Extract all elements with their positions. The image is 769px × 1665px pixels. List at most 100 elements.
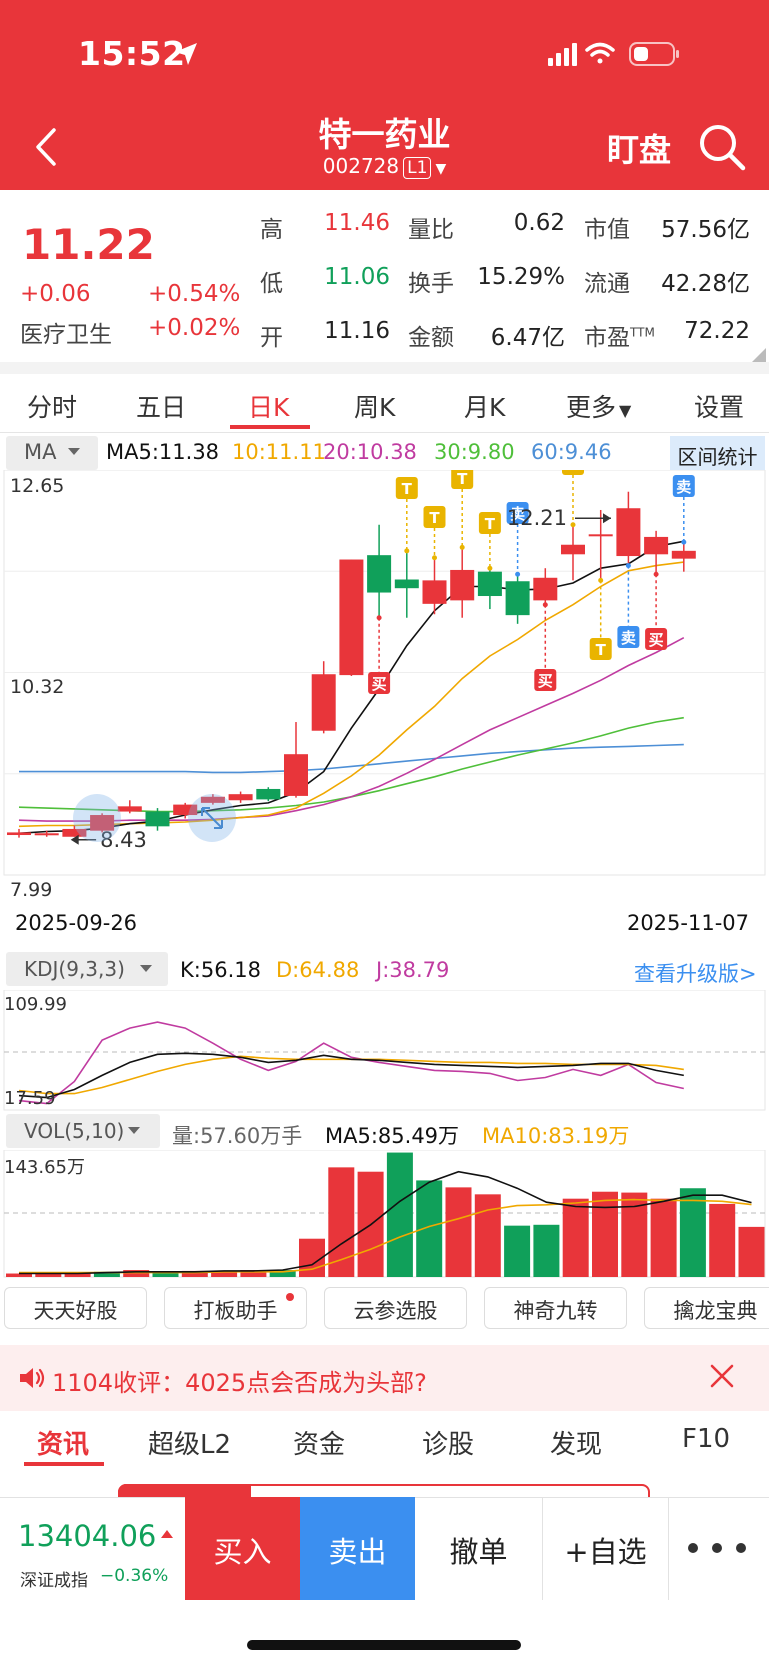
kdj-selector-label: KDJ(9,3,3) <box>24 957 125 981</box>
tab-five-day[interactable]: 五日 <box>136 393 187 422</box>
volume-bar <box>562 1198 589 1277</box>
ma60-line <box>19 743 684 774</box>
tab-super-l2[interactable]: 超级L2 <box>148 1430 232 1460</box>
tab-f10[interactable]: F10 <box>682 1424 731 1454</box>
ma5-line <box>18 540 684 835</box>
chip-dragon-guide[interactable]: 擒龙宝典 <box>644 1287 769 1329</box>
current-price: 11.22 <box>22 220 155 269</box>
tab-monthly-k[interactable]: 月K <box>464 393 506 422</box>
badge-dot <box>404 548 410 554</box>
close-icon[interactable] <box>709 1363 735 1389</box>
kdj-y-top-label: 109.99 <box>4 994 67 1015</box>
tab-weekly-k[interactable]: 周K <box>354 393 396 422</box>
tab-settings[interactable]: 设置 <box>694 393 745 422</box>
volume-bar <box>679 1188 706 1277</box>
price-change-pct: +0.54% <box>148 281 241 307</box>
notification-dot-icon <box>286 1293 294 1301</box>
candle <box>90 813 115 833</box>
tab-diagnose[interactable]: 诊股 <box>422 1430 475 1460</box>
buy-button[interactable]: 买入 <box>185 1497 300 1600</box>
signal-badge: T <box>451 470 474 550</box>
candle <box>117 800 142 814</box>
badge-dot <box>515 571 521 577</box>
badge-label: 卖 <box>510 505 525 523</box>
signal-badge: T <box>395 477 418 554</box>
index-value[interactable]: 13404.06 <box>18 1519 157 1553</box>
chevron-down-icon: ▼ <box>619 401 632 420</box>
upgrade-link[interactable]: 查看升级版> <box>634 962 757 986</box>
candle <box>367 524 392 618</box>
badge-box <box>368 672 391 694</box>
signal-badge: T <box>423 506 446 561</box>
y-axis-mid-label: 10.32 <box>10 676 64 698</box>
volume-bar <box>650 1198 677 1277</box>
badge-label: 卖 <box>621 629 636 647</box>
add-favorite-button[interactable]: +自选 <box>543 1497 669 1600</box>
more-options-icon[interactable] <box>669 1497 769 1600</box>
x-axis-start-label: 2025-09-26 <box>15 911 137 935</box>
tab-intraday[interactable]: 分时 <box>27 393 78 422</box>
status-time: 15:52 <box>78 34 186 73</box>
candle-body <box>117 806 142 812</box>
battery-icon <box>629 42 679 66</box>
volume-bar <box>416 1180 443 1277</box>
kdj-selector[interactable]: KDJ(9,3,3) <box>6 952 168 986</box>
candle <box>228 791 253 803</box>
badge-box <box>395 477 418 499</box>
tab-funds[interactable]: 资金 <box>293 1430 346 1460</box>
badge-label: T <box>568 470 579 474</box>
vol-selector[interactable]: VOL(5,10) <box>6 1114 160 1148</box>
badge-box <box>478 512 501 534</box>
ma-selector-label: MA <box>24 440 57 464</box>
pe-label: 市盈TTM <box>584 318 655 352</box>
volume-bar <box>240 1270 267 1277</box>
sub-tab-active <box>118 1484 251 1498</box>
vol-ratio-value: 0.62 <box>513 210 565 236</box>
chip-cloud-screener[interactable]: 云参选股 <box>324 1287 467 1329</box>
low-value: 11.06 <box>324 264 390 290</box>
candlestick-chart[interactable]: TTTTTT卖卖卖买买买12.218.43 12.65 10.32 7.99 2… <box>0 470 769 940</box>
tab-discover[interactable]: 发现 <box>550 1430 603 1460</box>
watch-button[interactable]: 盯盘 <box>607 131 672 169</box>
chip-daily-picks[interactable]: 天天好股 <box>4 1287 147 1329</box>
badge-box <box>506 502 529 524</box>
volume-bar <box>445 1187 472 1277</box>
badge-box <box>451 470 474 489</box>
ma5-readout: MA5:11.38 <box>106 440 220 464</box>
range-stats-button[interactable]: 区间统计 <box>670 436 765 470</box>
volume-bar <box>386 1152 413 1277</box>
tab-daily-k[interactable]: 日K <box>248 393 290 422</box>
chip-magic-nine[interactable]: 神奇九转 <box>484 1287 627 1329</box>
ma30-readout: 30:9.80 <box>434 440 515 464</box>
sell-button[interactable]: 卖出 <box>300 1497 415 1600</box>
badge-label: T <box>429 509 440 527</box>
search-icon[interactable] <box>697 122 747 172</box>
back-arrow-icon[interactable] <box>30 126 62 168</box>
candle <box>616 491 641 566</box>
news-banner[interactable]: 1104收评：4025点会否成为头部? <box>0 1345 769 1411</box>
tab-more[interactable]: 更多 ▼ <box>566 388 631 424</box>
chip-board-assistant[interactable]: 打板助手 <box>164 1287 307 1329</box>
badge-label: T <box>402 480 413 498</box>
volume-bars <box>6 1152 765 1277</box>
candle-body <box>34 833 59 836</box>
candle <box>671 542 696 572</box>
stock-code-row[interactable]: 002728 L1 ▼ <box>0 154 769 179</box>
kdj-j-line <box>18 1021 684 1105</box>
sector-name[interactable]: 医疗卫生 <box>20 322 112 348</box>
high-value: 11.46 <box>324 210 390 236</box>
candle-body <box>644 536 669 555</box>
candle-body <box>533 577 558 601</box>
badge-label: T <box>596 641 607 659</box>
tab-news[interactable]: 资讯 <box>37 1430 90 1460</box>
candle-body <box>367 555 392 593</box>
cancel-order-button[interactable]: 撤单 <box>415 1497 543 1600</box>
volume-bar <box>504 1225 531 1277</box>
candle-body <box>477 571 502 597</box>
candle-body <box>200 796 225 803</box>
app-header: 15:52 特一药业 002728 L1 ▼ 盯盘 <box>0 0 769 190</box>
sector-change-pct: +0.02% <box>148 315 241 341</box>
candle <box>145 808 170 831</box>
ma-selector[interactable]: MA <box>6 436 98 470</box>
badge-label: T <box>485 515 496 533</box>
